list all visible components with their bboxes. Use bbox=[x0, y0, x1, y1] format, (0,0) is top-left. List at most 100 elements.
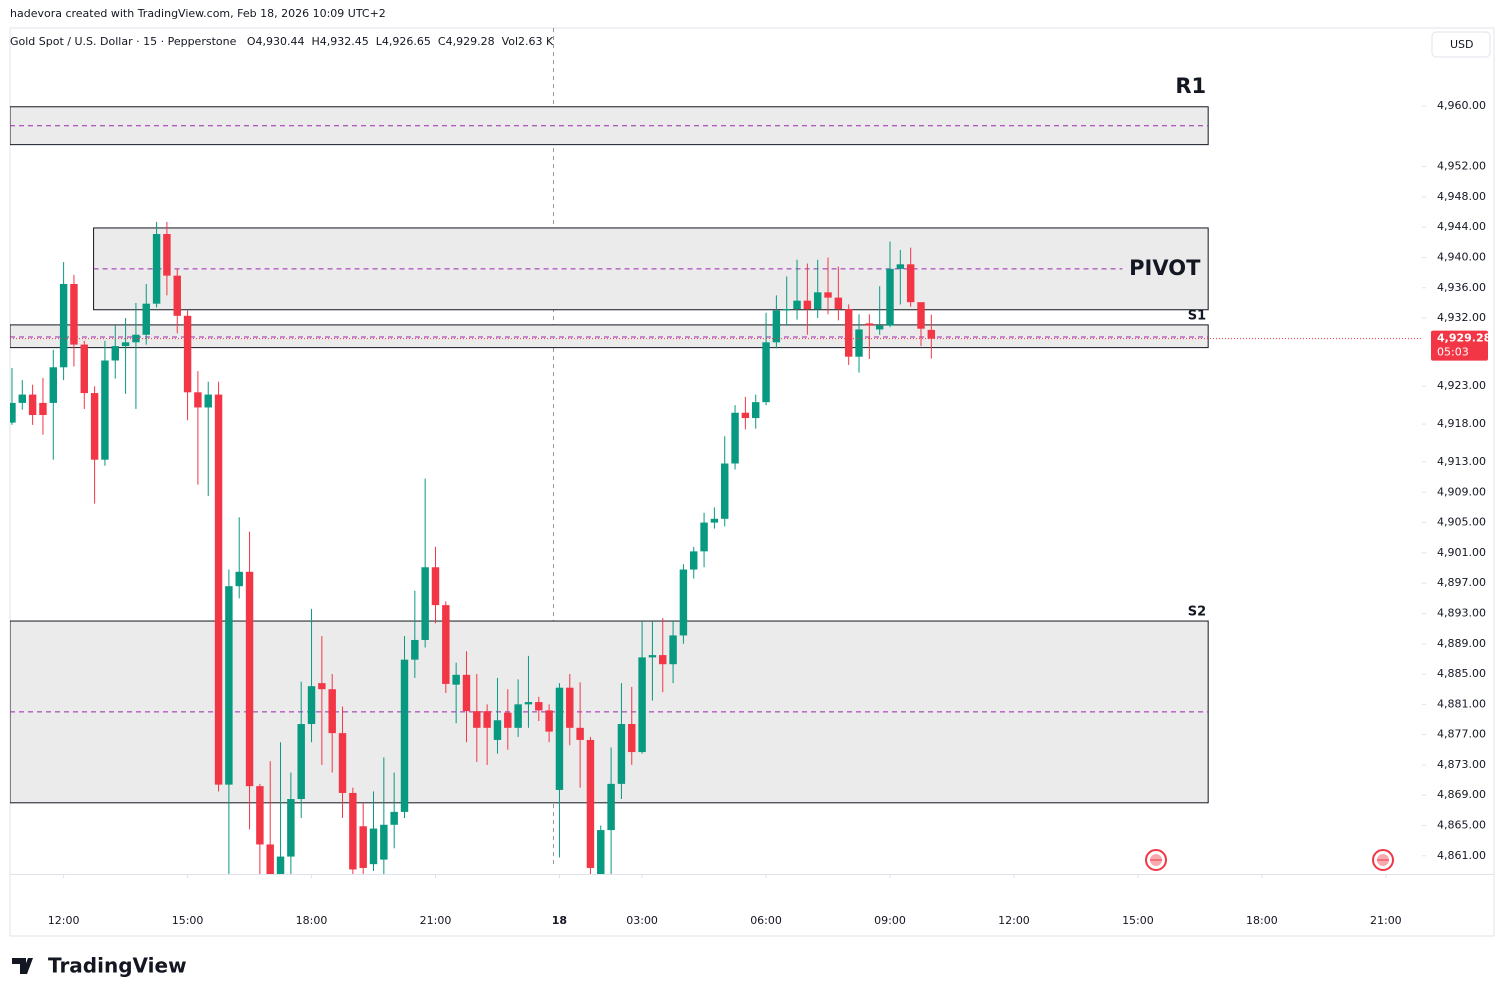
candle-body bbox=[90, 393, 99, 460]
candle-body bbox=[276, 856, 285, 874]
candle-body bbox=[287, 799, 295, 857]
candle-body bbox=[617, 724, 626, 784]
candle-body bbox=[514, 704, 522, 728]
candle-body bbox=[927, 329, 936, 339]
candle-body bbox=[421, 567, 429, 640]
candle-body bbox=[473, 711, 481, 728]
candle-body bbox=[369, 828, 378, 865]
candle-body bbox=[535, 702, 543, 711]
x-tick-label: 18 bbox=[552, 914, 567, 927]
x-tick-label: 12:00 bbox=[48, 914, 80, 927]
candle-body bbox=[452, 674, 460, 685]
ohlc-value: 2.63 K bbox=[518, 35, 554, 48]
x-tick-label: 18:00 bbox=[296, 914, 328, 927]
y-tick-label: 4,861.00 bbox=[1437, 849, 1486, 862]
ohlc-key: C bbox=[437, 35, 446, 48]
ohlc-value: 4,926.65 bbox=[381, 35, 431, 48]
candle-body bbox=[483, 711, 491, 728]
candle-body bbox=[132, 334, 140, 343]
y-tick-label: 4,932.00 bbox=[1437, 311, 1486, 324]
last-price-label: 4,929.28 bbox=[1437, 332, 1491, 345]
y-tick-label: 4,948.00 bbox=[1437, 190, 1486, 203]
candle-body bbox=[328, 689, 336, 734]
candle-body bbox=[607, 783, 615, 831]
y-tick-label: 4,940.00 bbox=[1437, 250, 1486, 263]
currency[interactable]: USD bbox=[1450, 38, 1474, 51]
y-tick-label: 4,897.00 bbox=[1437, 576, 1486, 589]
candle-body bbox=[731, 412, 739, 464]
candle-body bbox=[411, 639, 419, 660]
candle-body bbox=[555, 687, 564, 790]
candle-body bbox=[638, 657, 646, 753]
candle-body bbox=[194, 392, 202, 408]
last-price-box bbox=[1431, 330, 1488, 361]
x-tick-label: 21:00 bbox=[420, 914, 452, 927]
candle-body bbox=[359, 826, 367, 868]
currency-button[interactable] bbox=[1431, 31, 1491, 58]
y-tick-label: 4,865.00 bbox=[1437, 819, 1486, 832]
candle-body bbox=[545, 710, 553, 732]
candle-body bbox=[297, 724, 305, 800]
event-flag[interactable] bbox=[1145, 849, 1167, 871]
candle-body bbox=[875, 325, 884, 330]
candle-body bbox=[10, 402, 16, 423]
candle-body bbox=[597, 830, 605, 874]
candle-body bbox=[235, 571, 243, 587]
candle-body bbox=[39, 402, 47, 416]
y-tick-label: 4,901.00 bbox=[1437, 546, 1486, 559]
candle-body bbox=[111, 346, 119, 361]
candle-body bbox=[648, 655, 657, 658]
zone-label: R1 bbox=[1175, 74, 1206, 98]
candle-body bbox=[741, 412, 750, 419]
candle-body bbox=[204, 394, 212, 408]
candle-body bbox=[855, 329, 863, 357]
candle-body bbox=[782, 308, 791, 311]
x-tick-label: 15:00 bbox=[172, 914, 204, 927]
zone-label: PIVOT bbox=[1129, 256, 1201, 280]
y-tick-label: 4,881.00 bbox=[1437, 697, 1486, 710]
y-tick-label: 4,923.00 bbox=[1437, 379, 1486, 392]
candle-body bbox=[121, 342, 130, 347]
candle-body bbox=[566, 687, 574, 728]
candle-body bbox=[710, 518, 719, 523]
y-tick-label: 4,877.00 bbox=[1437, 728, 1486, 741]
candle-body bbox=[803, 300, 812, 309]
y-tick-label: 4,944.00 bbox=[1437, 220, 1486, 233]
brand: TradingView bbox=[48, 954, 187, 978]
y-tick-label: 4,909.00 bbox=[1437, 485, 1486, 498]
candle-body bbox=[504, 712, 512, 728]
candle-body bbox=[896, 264, 905, 269]
candle-body bbox=[101, 360, 109, 460]
candle-body bbox=[18, 394, 27, 403]
candle-body bbox=[906, 264, 915, 303]
credit: hadevora created with TradingView.com, F… bbox=[10, 7, 386, 20]
candle-body bbox=[834, 297, 843, 309]
y-tick-label: 4,918.00 bbox=[1437, 417, 1486, 430]
candle-body bbox=[28, 394, 37, 416]
candle-body bbox=[793, 300, 801, 309]
ohlc-key: H bbox=[311, 35, 320, 48]
candle-body bbox=[586, 739, 595, 868]
y-tick-label: 4,952.00 bbox=[1437, 160, 1486, 173]
zone bbox=[10, 324, 1209, 349]
ohlc-key: L bbox=[375, 35, 382, 48]
event-flag[interactable] bbox=[1372, 849, 1394, 871]
ohlc-value: 4,930.44 bbox=[255, 35, 305, 48]
candle-body bbox=[49, 367, 58, 403]
zone bbox=[10, 106, 1209, 146]
candle-body bbox=[628, 724, 636, 753]
y-tick-label: 4,936.00 bbox=[1437, 281, 1486, 294]
candle-body bbox=[493, 720, 502, 740]
candle-body bbox=[245, 571, 254, 787]
candle-body bbox=[390, 811, 398, 825]
candle-body bbox=[690, 551, 698, 570]
y-tick-label: 4,960.00 bbox=[1437, 99, 1486, 112]
frame bbox=[9, 27, 1495, 937]
y-tick-label: 4,893.00 bbox=[1437, 606, 1486, 619]
x-tick-label: 12:00 bbox=[998, 914, 1030, 927]
candle-body bbox=[576, 727, 584, 740]
x-tick-label: 06:00 bbox=[750, 914, 782, 927]
candle-body bbox=[669, 635, 677, 665]
y-tick-label: 4,873.00 bbox=[1437, 758, 1486, 771]
candle-body bbox=[844, 308, 853, 357]
